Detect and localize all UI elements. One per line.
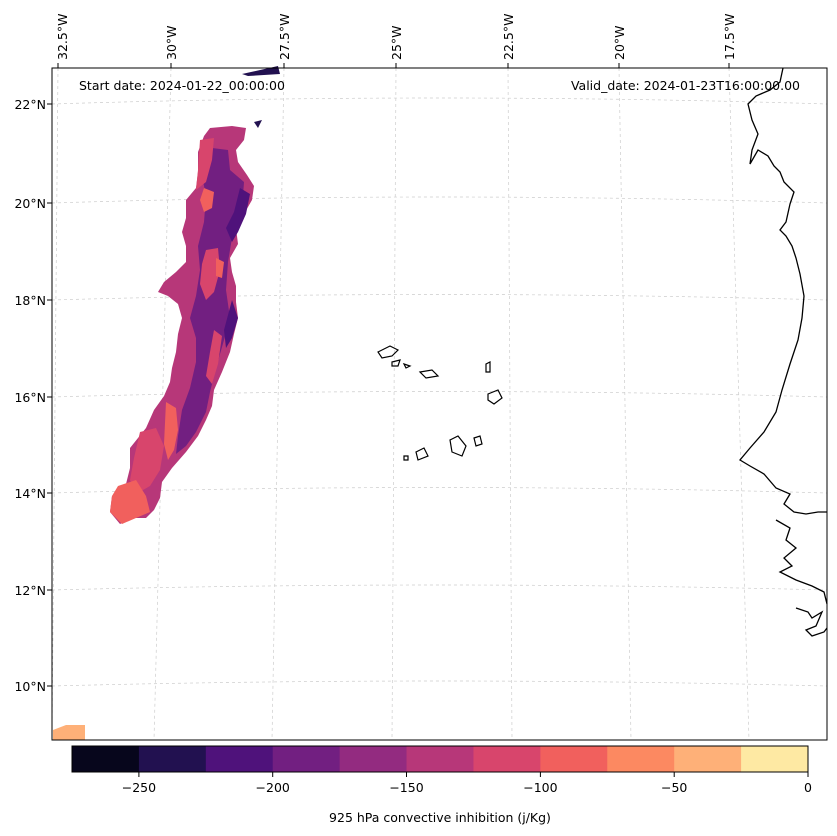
cin-patch-red-4 (130, 428, 164, 494)
colorbar-tick-label: −200 (256, 780, 290, 795)
cin-patch-orange-2 (164, 402, 178, 460)
colorbar-tick-label: −150 (389, 780, 423, 795)
colorbar-cell (138, 746, 207, 772)
cape-verde-islands (377, 345, 503, 461)
cin-patch-corner (53, 725, 85, 740)
lat-label: 14°N (14, 486, 46, 501)
graticule (51, 67, 828, 741)
colorbar-cell (741, 746, 809, 772)
lon-label: 25°W (389, 25, 404, 60)
cin-patch-darker (226, 188, 250, 242)
colorbar-cell (72, 746, 140, 772)
lat-label: 12°N (14, 583, 46, 598)
lon-label: 27.5°W (277, 14, 292, 60)
lon-label: 22.5°W (501, 14, 516, 60)
cin-patch-dark (176, 148, 244, 454)
cin-patch-red-1 (196, 138, 214, 190)
start-date-text: Start date: 2024-01-22_00:00:00 (79, 78, 285, 93)
colorbar-cell (339, 746, 408, 772)
lon-label: 32.5°W (55, 14, 70, 60)
colorbar: −250 −200 −150 −100 −50 0 925 hPa convec… (71, 745, 812, 825)
colorbar-tick-label: −100 (523, 780, 557, 795)
cin-patch-orange-3 (110, 480, 150, 524)
cin-patch-red-3 (206, 330, 222, 384)
colorbar-cell (406, 746, 474, 772)
lon-labels: 32.5°W 30°W 27.5°W 25°W 22.5°W 20°W 17.5… (55, 14, 737, 60)
colorbar-cell (473, 746, 541, 772)
colorbar-cell (205, 746, 274, 772)
cin-patch-orange-4 (216, 258, 224, 278)
colorbar-tick-label: −250 (122, 780, 156, 795)
colorbar-frame (71, 745, 809, 773)
lat-label: 16°N (14, 390, 46, 405)
lon-label: 20°W (612, 25, 627, 60)
colorbar-cell (674, 746, 742, 772)
colorbar-cell (540, 746, 608, 772)
colorbar-cell (607, 746, 675, 772)
colorbar-tick-label: −50 (661, 780, 687, 795)
colorbar-label: 925 hPa convective inhibition (j/Kg) (329, 810, 551, 825)
colorbar-cell (272, 746, 341, 772)
lat-label: 20°N (14, 196, 46, 211)
lat-label: 18°N (14, 293, 46, 308)
lon-label: 30°W (164, 25, 179, 60)
colorbar-tick-label: 0 (804, 780, 812, 795)
lat-label: 10°N (14, 679, 46, 694)
cin-field (53, 66, 280, 740)
axis-ticks (47, 63, 730, 687)
lat-labels: 22°N 20°N 18°N 16°N 14°N 12°N 10°N (14, 97, 46, 694)
cin-patch-orange-1 (200, 188, 214, 212)
cin-patch-top-dot (254, 120, 262, 128)
colorbar-cells (72, 746, 809, 772)
cin-patch-darker-2 (224, 300, 238, 348)
map-frame (51, 67, 828, 741)
lon-label: 17.5°W (722, 14, 737, 60)
cin-patch-red-2 (200, 248, 220, 300)
valid-date-text: Valid_date: 2024-01-23T16:00:00.00 (571, 78, 800, 93)
lat-label: 22°N (14, 97, 46, 112)
africa-coastline (739, 67, 828, 637)
